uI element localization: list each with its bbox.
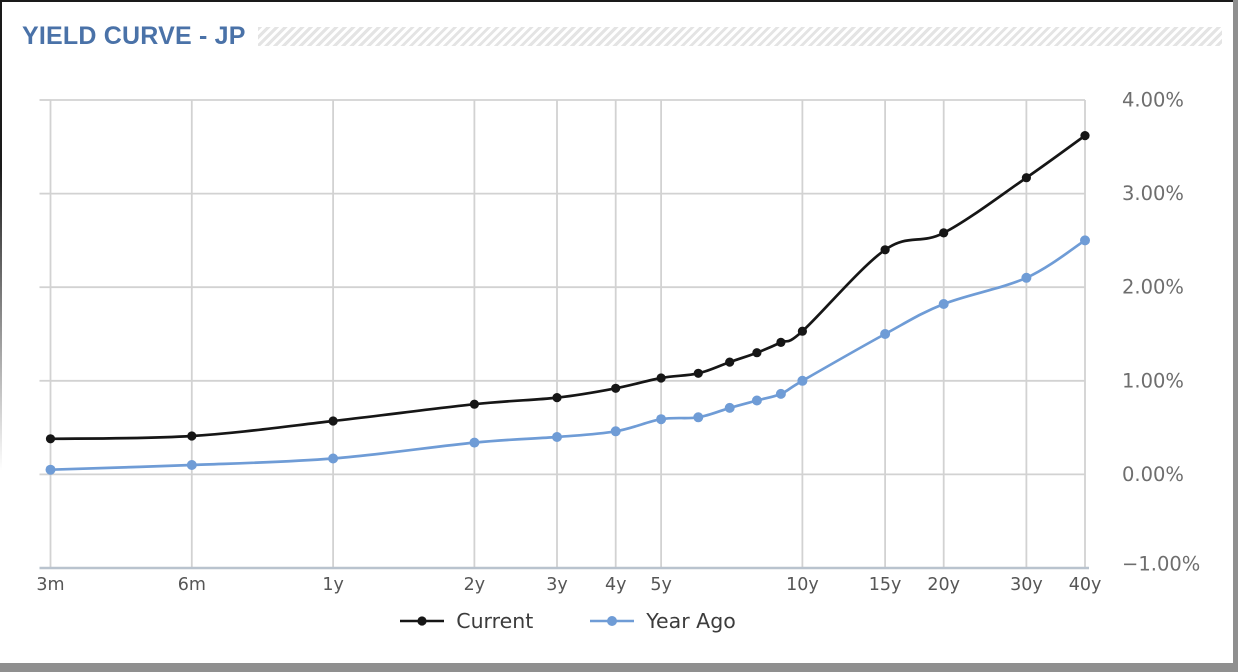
year-ago-point — [186, 460, 197, 470]
legend-label-current: Current — [456, 609, 534, 633]
year-ago-point — [938, 299, 949, 309]
window-border-left — [0, 0, 2, 672]
x-tick-label: 30y — [1010, 575, 1043, 595]
x-tick-label: 2y — [464, 575, 486, 595]
current-point — [45, 434, 56, 444]
y-tick-label: 2.00% — [1122, 276, 1184, 299]
current-point — [693, 368, 703, 378]
year-ago-point — [656, 414, 667, 425]
year-ago-point — [552, 432, 562, 442]
x-tick-label: 4y — [605, 575, 627, 595]
y-tick-label: 4.00% — [1122, 89, 1184, 112]
current-point — [611, 383, 621, 393]
x-tick-label: 3y — [546, 575, 568, 595]
year-ago-point — [693, 412, 704, 423]
year-ago-point — [1080, 235, 1090, 246]
y-tick-label: 1.00% — [1122, 369, 1184, 392]
window-border-top — [0, 0, 1238, 2]
current-point — [328, 416, 338, 426]
window-border-bottom — [0, 663, 1238, 672]
page-title: YIELD CURVE - JP — [22, 22, 246, 50]
x-tick-label: 20y — [927, 575, 960, 595]
y-tick-label: 0.00% — [1122, 463, 1184, 486]
year-ago-point — [880, 329, 891, 339]
current-point — [1080, 131, 1090, 141]
current-point — [939, 228, 949, 238]
y-tick-label: −1.00% — [1122, 553, 1200, 576]
window-border-right — [1233, 0, 1238, 672]
current-point — [880, 245, 890, 255]
current-point — [752, 348, 762, 358]
year-ago-point — [45, 464, 56, 475]
legend-marker-year-ago — [590, 616, 635, 626]
year-ago-point — [328, 453, 339, 464]
current-point — [187, 431, 197, 441]
legend-item-current[interactable]: Current — [399, 609, 533, 633]
x-tick-label: 10y — [786, 575, 819, 595]
current-point — [1021, 173, 1031, 183]
current-point — [552, 393, 562, 403]
current-point — [656, 373, 666, 383]
year-ago-point — [469, 437, 480, 448]
x-tick-label: 15y — [869, 575, 902, 595]
chart-legend: Current Year Ago — [50, 601, 1085, 641]
year-ago-point — [724, 402, 735, 413]
x-tick-label: 6m — [178, 575, 206, 595]
title-hatch-decoration — [258, 27, 1222, 46]
current-point — [469, 399, 479, 409]
x-tick-label: 1y — [322, 575, 344, 595]
current-point — [776, 337, 786, 347]
y-tick-label: 3.00% — [1122, 182, 1184, 205]
x-tick-label: 3m — [36, 575, 64, 595]
legend-label-year-ago: Year Ago — [646, 609, 736, 633]
current-point — [725, 357, 735, 367]
x-tick-label: 5y — [650, 575, 672, 595]
year-ago-point — [751, 395, 762, 406]
year-ago-point — [610, 426, 621, 437]
legend-marker-current — [400, 616, 445, 626]
legend-item-year-ago[interactable]: Year Ago — [589, 609, 736, 633]
year-ago-point — [775, 388, 786, 399]
current-point — [797, 326, 808, 336]
x-tick-label: 40y — [1069, 575, 1102, 595]
year-ago-point — [1021, 272, 1032, 283]
year-ago-point — [797, 375, 808, 386]
